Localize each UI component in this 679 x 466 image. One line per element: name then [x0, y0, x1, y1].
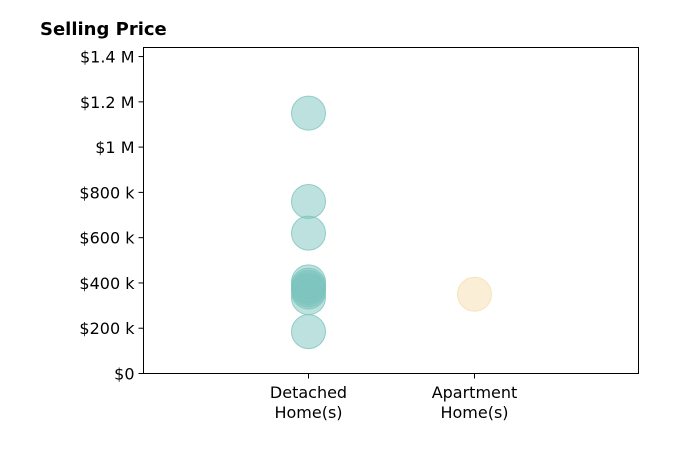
points-layer	[291, 95, 492, 350]
data-point	[291, 95, 326, 131]
data-point	[291, 280, 326, 316]
x-tick-label: Apartment	[432, 383, 518, 402]
y-tick-label: $1.4 M	[80, 48, 135, 67]
plot-frame	[143, 47, 639, 374]
y-tick-label: $1 M	[95, 138, 134, 157]
x-tick-label: Home(s)	[440, 403, 508, 422]
y-tick-label: $400 k	[79, 274, 135, 293]
y-tick-label: $200 k	[79, 319, 135, 338]
y-tick-label: $800 k	[79, 183, 135, 202]
data-point	[291, 183, 326, 219]
y-axis: $0 $200 k $400 k $600 k $800 k $1 M $1.2 M $1.4…	[79, 48, 144, 384]
chart-title: Selling Price	[40, 19, 167, 40]
y-tick-label: $1.2 M	[80, 93, 135, 112]
y-tick-label: $600 k	[79, 229, 135, 248]
data-point	[291, 314, 326, 350]
x-tick-label: Detached	[270, 383, 347, 402]
y-tick-label: $0	[114, 365, 134, 384]
data-point	[457, 276, 492, 312]
data-point	[291, 215, 326, 251]
x-tick-label: Home(s)	[274, 403, 342, 422]
